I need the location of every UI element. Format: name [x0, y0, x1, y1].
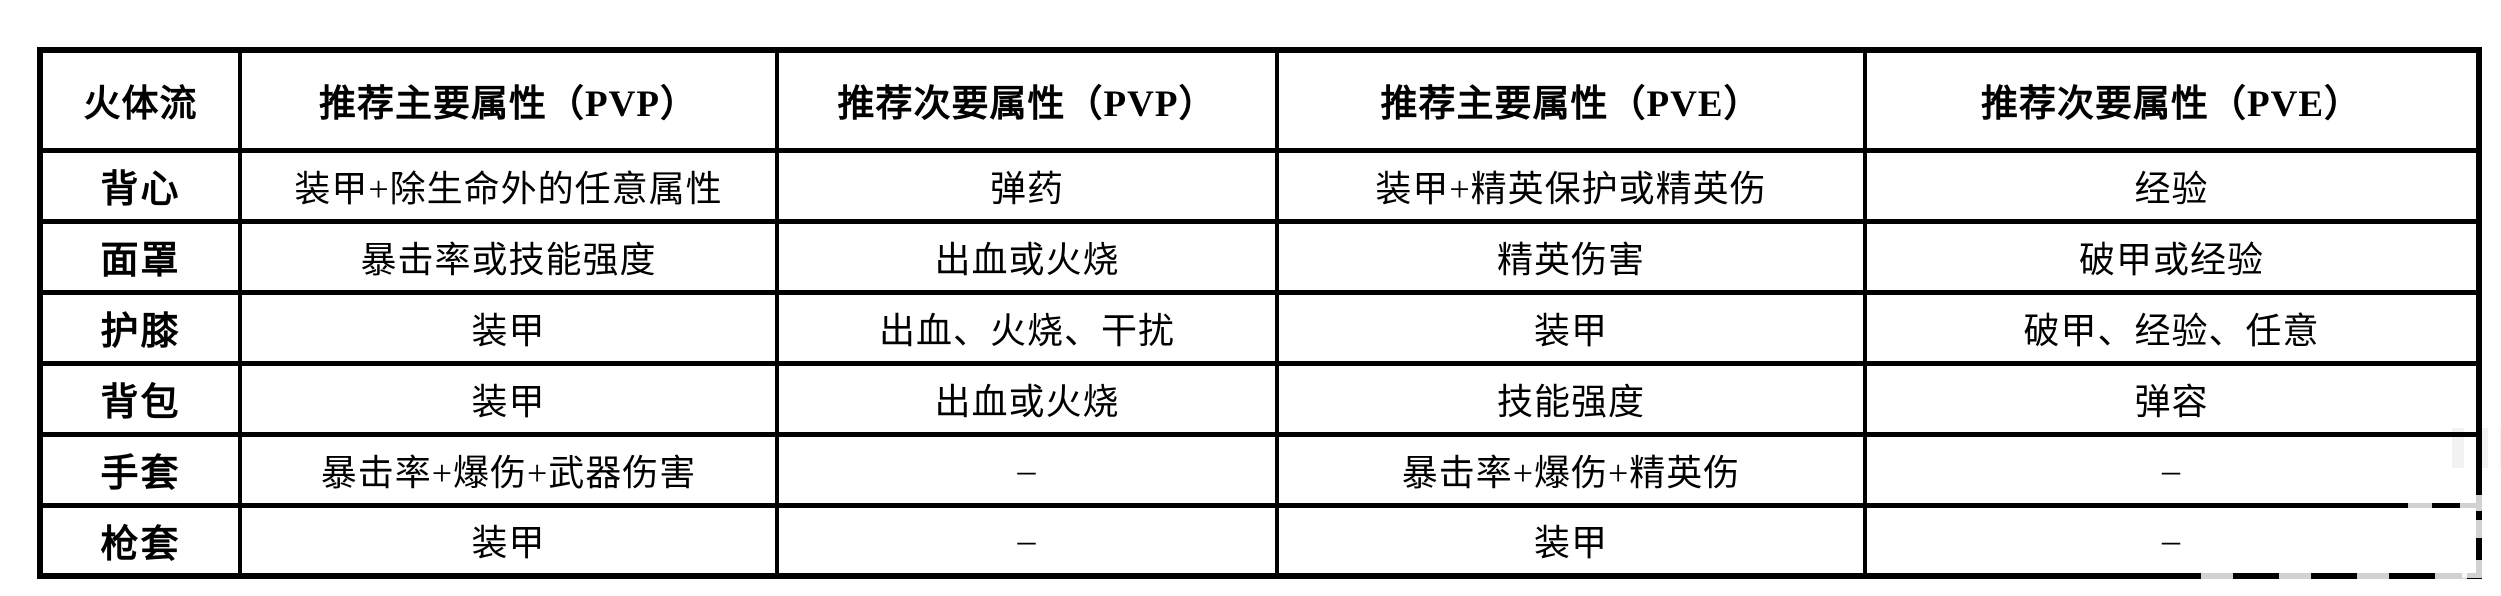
row-label-holster: 枪套	[38, 502, 242, 579]
table-cell: –	[1863, 502, 2481, 579]
table-cell: 装甲	[238, 289, 779, 366]
table-cell: –	[775, 502, 1279, 579]
table-cell: 经验	[1863, 147, 2481, 224]
table-cell: 装甲+精英保护或精英伤	[1275, 147, 1867, 224]
column-header-build: 火体流	[38, 47, 242, 153]
table-cell: 装甲	[1275, 289, 1867, 366]
table-cell: 装甲	[238, 360, 779, 437]
table-cell: 暴击率+爆伤+武器伤害	[238, 431, 779, 508]
table-cell: 暴击率或技能强度	[238, 218, 779, 295]
table-cell: 弹容	[1863, 360, 2481, 437]
table-cell: 破甲、经验、任意	[1863, 289, 2481, 366]
recommended-attributes-table-wrap: 火体流 推荐主要属性（PVP） 推荐次要属性（PVP） 推荐主要属性（PVE） …	[37, 47, 2482, 579]
header-row: 火体流 推荐主要属性（PVP） 推荐次要属性（PVP） 推荐主要属性（PVE） …	[38, 47, 2481, 153]
row-label-vest: 背心	[38, 147, 242, 224]
table-cell: 技能强度	[1275, 360, 1867, 437]
row-label-mask: 面罩	[38, 218, 242, 295]
table-row-backpack: 背包 装甲 出血或火烧 技能强度 弹容	[38, 360, 2481, 437]
row-label-backpack: 背包	[38, 360, 242, 437]
table-row-kneepads: 护膝 装甲 出血、火烧、干扰 装甲 破甲、经验、任意	[38, 289, 2481, 366]
column-header-pvp-main: 推荐主要属性（PVP）	[238, 47, 779, 153]
recommended-attributes-table: 火体流 推荐主要属性（PVP） 推荐次要属性（PVP） 推荐主要属性（PVE） …	[37, 47, 2482, 579]
table-cell: 出血或火烧	[775, 218, 1279, 295]
table-row-mask: 面罩 暴击率或技能强度 出血或火烧 精英伤害 破甲或经验	[38, 218, 2481, 295]
table-cell: –	[775, 431, 1279, 508]
column-header-pvp-secondary: 推荐次要属性（PVP）	[775, 47, 1279, 153]
column-header-pve-main: 推荐主要属性（PVE）	[1275, 47, 1867, 153]
column-header-pve-secondary: 推荐次要属性（PVE）	[1863, 47, 2481, 153]
table-cell: 装甲	[238, 502, 779, 579]
table-cell: 装甲+除生命外的任意属性	[238, 147, 779, 224]
table-row-holster: 枪套 装甲 – 装甲 –	[38, 502, 2481, 579]
table-row-gloves: 手套 暴击率+爆伤+武器伤害 – 暴击率+爆伤+精英伤 –	[38, 431, 2481, 508]
table-cell: 精英伤害	[1275, 218, 1867, 295]
row-label-kneepads: 护膝	[38, 289, 242, 366]
table-cell: 出血或火烧	[775, 360, 1279, 437]
table-cell: 出血、火烧、干扰	[775, 289, 1279, 366]
table-cell: 破甲或经验	[1863, 218, 2481, 295]
table-cell: 暴击率+爆伤+精英伤	[1275, 431, 1867, 508]
table-cell: 弹药	[775, 147, 1279, 224]
table-row-vest: 背心 装甲+除生命外的任意属性 弹药 装甲+精英保护或精英伤 经验	[38, 147, 2481, 224]
row-label-gloves: 手套	[38, 431, 242, 508]
table-cell: 装甲	[1275, 502, 1867, 579]
table-cell: –	[1863, 431, 2481, 508]
